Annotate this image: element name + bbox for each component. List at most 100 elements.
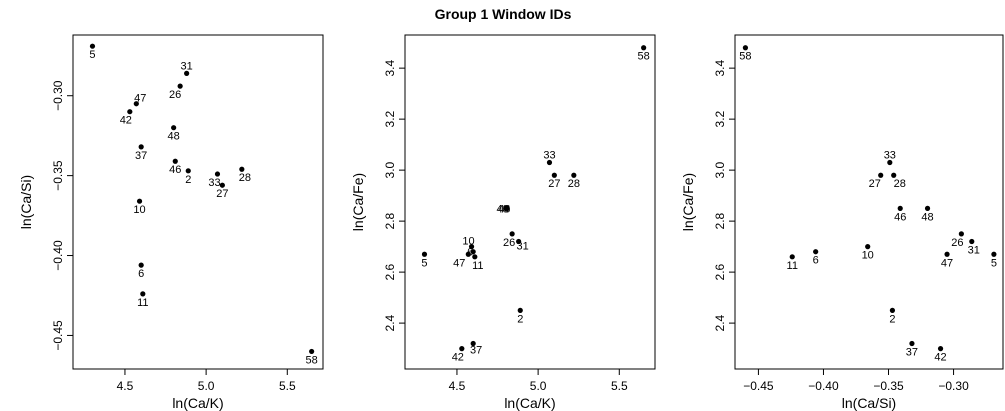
x-tick-label: −0.45 xyxy=(743,379,774,393)
y-tick-label: −0.40 xyxy=(51,240,65,271)
y-tick-label: 2.4 xyxy=(713,314,727,331)
data-point xyxy=(138,262,144,268)
data-point xyxy=(813,249,819,255)
data-point xyxy=(944,251,950,257)
point-id-label: 33 xyxy=(208,177,220,189)
data-point xyxy=(421,251,428,257)
data-point xyxy=(969,238,975,245)
data-point xyxy=(185,168,191,174)
data-point xyxy=(465,251,471,257)
point-id-label: 10 xyxy=(133,204,145,216)
plot-frame xyxy=(734,34,1004,370)
point-id-label: 58 xyxy=(306,354,318,366)
data-point xyxy=(789,254,795,260)
point-id-label: 42 xyxy=(452,352,464,364)
data-point xyxy=(184,70,190,76)
data-point xyxy=(219,182,225,188)
y-tick-label: 3.0 xyxy=(713,161,727,178)
plot-frame xyxy=(72,34,324,370)
point-id-label: 11 xyxy=(787,260,798,272)
point-id-label: 48 xyxy=(168,131,180,143)
y-tick-label: 3.2 xyxy=(383,110,397,127)
point-id-label: 27 xyxy=(869,178,881,190)
point-id-label: 47 xyxy=(453,257,465,269)
point-id-label: 5 xyxy=(89,49,95,61)
point-id-label: 37 xyxy=(135,150,147,162)
point-id-label: 47 xyxy=(134,93,146,105)
data-point xyxy=(468,244,475,250)
data-point xyxy=(742,45,749,51)
y-tick-label: 3.4 xyxy=(713,59,727,76)
data-point xyxy=(470,340,476,347)
point-id-label: 42 xyxy=(120,115,132,127)
data-point xyxy=(551,172,557,178)
y-tick-label: −0.35 xyxy=(51,160,65,191)
point-id-label: 37 xyxy=(470,345,482,357)
y-tick-label: 2.8 xyxy=(383,212,397,229)
point-id-label: 27 xyxy=(216,188,228,200)
data-point xyxy=(889,307,896,313)
data-point xyxy=(865,244,871,250)
point-id-label: 28 xyxy=(894,178,906,190)
data-point xyxy=(516,238,522,245)
data-point xyxy=(214,171,221,177)
point-id-label: 31 xyxy=(968,245,980,257)
y-axis-label: ln(Ca/Fe) xyxy=(350,173,366,231)
data-point xyxy=(89,43,96,49)
x-tick-label: 5.0 xyxy=(198,379,215,393)
x-axis-label: ln(Ca/K) xyxy=(504,395,555,411)
figure-title: Group 1 Window IDs xyxy=(435,6,572,22)
data-point xyxy=(459,346,465,352)
point-id-label: 31 xyxy=(517,241,529,253)
data-point xyxy=(641,45,647,51)
point-id-label: 46 xyxy=(894,211,906,223)
point-id-label: 2 xyxy=(889,313,895,325)
data-point xyxy=(172,158,178,164)
y-tick-label: −0.30 xyxy=(51,80,65,111)
data-point xyxy=(177,83,183,89)
y-axis-label: ln(Ca/Fe) xyxy=(680,173,696,231)
data-point xyxy=(897,205,903,211)
point-id-label: 10 xyxy=(462,236,474,248)
y-tick-label: 2.6 xyxy=(713,263,727,280)
data-point xyxy=(891,172,897,178)
y-axis-label: ln(Ca/Si) xyxy=(18,175,34,229)
data-point xyxy=(546,159,553,166)
data-point xyxy=(133,101,139,107)
point-id-label: 31 xyxy=(181,60,193,72)
data-point xyxy=(509,231,515,237)
data-point xyxy=(937,346,944,352)
data-point xyxy=(517,307,523,313)
point-id-label: 6 xyxy=(467,247,473,259)
point-id-label: 37 xyxy=(906,347,918,359)
point-id-label: 42 xyxy=(934,352,946,364)
point-id-label: 48 xyxy=(921,211,933,223)
data-point xyxy=(924,205,931,211)
point-id-label: 11 xyxy=(472,260,483,272)
y-tick-label: 3.4 xyxy=(383,59,397,76)
point-id-label: 33 xyxy=(884,149,896,161)
x-tick-label: 4.5 xyxy=(117,379,134,393)
point-id-label: 11 xyxy=(137,297,148,309)
x-tick-label: −0.40 xyxy=(808,379,839,393)
point-id-label: 6 xyxy=(813,255,819,267)
data-point xyxy=(472,254,478,260)
point-id-label: 5 xyxy=(991,257,997,269)
x-axis-label: ln(Ca/Si) xyxy=(842,395,896,411)
data-point xyxy=(504,205,510,211)
x-axis-label: ln(Ca/K) xyxy=(172,395,223,411)
data-point xyxy=(138,144,144,150)
point-id-label: 2 xyxy=(517,313,523,325)
data-point xyxy=(140,291,146,297)
y-tick-label: 2.8 xyxy=(713,212,727,229)
data-point xyxy=(470,249,476,255)
y-tick-label: −0.45 xyxy=(51,320,65,351)
point-id-label: 26 xyxy=(503,237,515,249)
y-tick-label: 3.0 xyxy=(383,161,397,178)
point-id-label: 10 xyxy=(862,250,874,262)
point-id-label: 26 xyxy=(951,237,963,249)
point-id-label: 28 xyxy=(239,172,251,184)
data-point xyxy=(239,166,245,172)
